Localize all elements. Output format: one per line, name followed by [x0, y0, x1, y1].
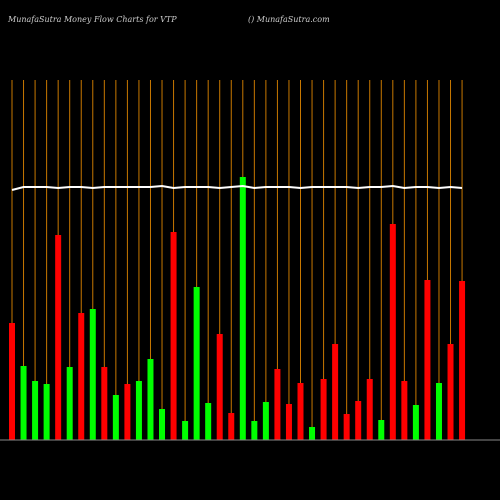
bar — [401, 381, 408, 440]
bar — [9, 323, 15, 440]
flow-line — [11, 184, 463, 191]
bar — [112, 395, 119, 440]
bar — [182, 421, 189, 440]
bar — [228, 413, 235, 440]
bar — [378, 420, 385, 440]
bar — [285, 404, 292, 440]
bar — [89, 309, 96, 440]
bar — [193, 287, 200, 440]
bar — [147, 359, 154, 440]
bar — [366, 379, 373, 440]
bar — [389, 224, 396, 440]
bar — [262, 402, 269, 440]
bar — [435, 383, 442, 440]
bar — [412, 405, 419, 440]
bar — [332, 344, 339, 440]
bar — [251, 421, 258, 440]
bar — [101, 367, 108, 440]
bar — [66, 367, 73, 440]
bar — [297, 383, 304, 440]
bar — [43, 384, 50, 440]
bar — [459, 281, 466, 440]
bar — [135, 381, 142, 440]
bar — [239, 177, 246, 440]
chart-title: MunafaSutra Money Flow Charts for VTP — [7, 15, 177, 24]
bar — [124, 384, 131, 440]
bar — [170, 232, 177, 440]
bar — [355, 401, 362, 440]
bar — [205, 403, 212, 440]
bar — [320, 379, 327, 440]
bar — [159, 409, 166, 440]
bar — [32, 381, 39, 440]
bar — [216, 334, 223, 440]
bar — [447, 344, 454, 440]
bar — [274, 369, 281, 440]
chart-subtitle: () MunafaSutra.com — [248, 15, 330, 24]
bar — [55, 235, 62, 440]
bar — [343, 414, 350, 440]
bar — [424, 280, 431, 440]
bar — [309, 427, 316, 440]
bar — [78, 313, 85, 440]
bar — [20, 366, 27, 440]
